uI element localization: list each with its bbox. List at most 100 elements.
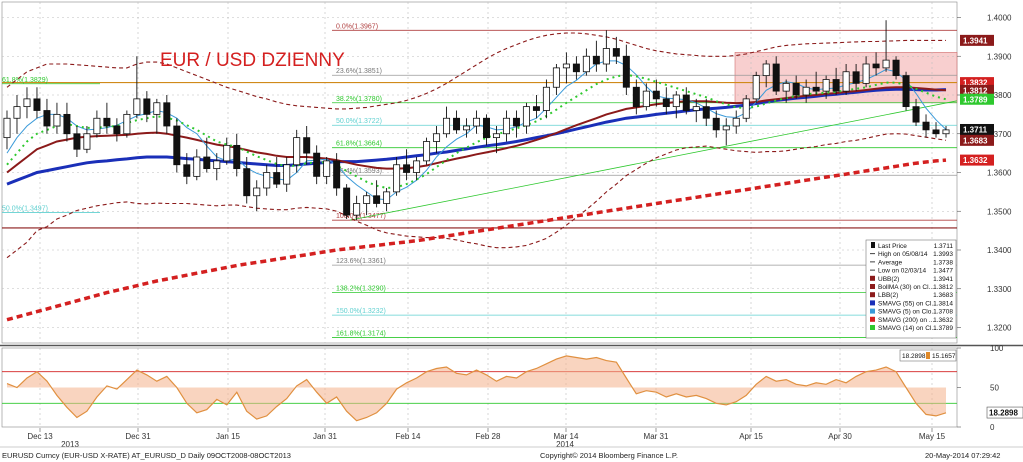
price-tag-label: 1.3812 <box>963 86 988 95</box>
candle-down <box>812 86 820 92</box>
legend-entry: SMAVG (55) on Cl...1.3814 <box>870 300 953 307</box>
time-tick-label: Dec 13 <box>27 432 53 441</box>
oscillator-value-1: 18.2898 <box>902 353 926 360</box>
time-tick-label: Dec 31 <box>125 432 151 441</box>
candle-down <box>373 195 381 204</box>
candle-down <box>662 98 670 108</box>
candle-up <box>53 113 61 127</box>
legend-entry: Last Price 1.3711 <box>871 242 953 250</box>
candle-up <box>393 164 401 193</box>
oscillator-value-2: 15.1657 <box>932 353 956 360</box>
year-label: 2013 <box>61 440 79 449</box>
candle-up <box>383 191 391 204</box>
oscillator-axis-tag: 18.2898 <box>986 406 1023 419</box>
candle-down <box>922 121 930 131</box>
candle-up <box>722 125 730 131</box>
price-tick-label: 1.3200 <box>987 324 1012 333</box>
price-tick-label: 1.3800 <box>987 91 1012 100</box>
candle-up <box>83 133 91 150</box>
x-axis: Dec 13 Dec 31 Jan 15 Jan 31 Feb 14 Feb 28 Mar … <box>27 428 946 449</box>
time-tick-label: Jan 31 <box>313 432 338 441</box>
legend-value: 1.3993 <box>933 251 953 258</box>
price-tick-label: 1.3400 <box>987 246 1012 255</box>
candle-up <box>762 63 770 77</box>
candle-down <box>243 168 251 197</box>
price-tag: 1.3711 <box>960 123 994 135</box>
candle-down <box>532 106 540 111</box>
price-tag-label: 1.3941 <box>963 36 988 45</box>
legend-entry: Average 1.3738 <box>870 259 953 266</box>
legend-label: High on 05/08/14 <box>878 251 928 258</box>
candle-up <box>692 106 700 111</box>
fib-level-label: 50.0%(1.3497) <box>2 205 48 212</box>
oscillator-swatch <box>926 352 930 359</box>
legend-label: LBB(2) <box>878 292 898 299</box>
legend-entry: SMAVG (14) on Cl...1.3789 <box>870 325 953 332</box>
legend-label: SMAVG (14) on Cl... <box>878 325 937 332</box>
candle-up <box>433 133 441 142</box>
legend-entry: Low on 02/03/14 1.3477 <box>870 268 953 275</box>
price-tag-box <box>960 93 994 105</box>
candle-up <box>562 63 570 69</box>
time-tick-label: Mar 31 <box>644 432 669 441</box>
price-pane: 1.4000 1.3900 1.3800 1.3700 1.3600 1.3500 1.34… <box>0 1 1023 347</box>
candle-down <box>872 63 880 69</box>
candle-down <box>73 133 81 150</box>
footer-source: EURUSD Curncy (EUR-USD X-RATE) AT_EURUSD… <box>2 451 291 460</box>
legend-swatch <box>870 308 875 314</box>
legend-entry: UBB(2) 1.3941 <box>870 275 953 283</box>
indicator-line <box>6 133 947 259</box>
candle-down <box>403 164 411 173</box>
legend-label: Average <box>878 259 902 266</box>
legend-value: 1.3711 <box>934 243 954 250</box>
time-tick-label: Jan 15 <box>216 432 241 441</box>
time-tick-label: May 15 <box>919 432 946 441</box>
fib-level-label: 138.2%(1.3290) <box>336 286 386 293</box>
candle-down <box>832 79 840 92</box>
candle-down <box>333 160 341 189</box>
candle-up <box>582 55 590 73</box>
legend-entry: High on 05/08/14 1.3993 <box>870 251 953 258</box>
legend-value: 1.3477 <box>933 268 953 275</box>
candle-down <box>482 117 490 139</box>
legend-label: Last Price <box>878 243 907 250</box>
time-tick-label: Feb 28 <box>476 432 501 441</box>
time-tick-label: Apr 15 <box>739 432 763 441</box>
candle-up <box>782 82 790 92</box>
legend-value: 1.3708 <box>933 309 953 316</box>
legend-entry: SMAVG (5) on Clo...1.3708 <box>870 308 953 316</box>
indicator-line <box>6 32 946 110</box>
year-label: 2014 <box>556 440 574 449</box>
fib-level-label: 150.0%(1.3232) <box>336 308 386 315</box>
candle-down <box>622 55 630 88</box>
oscillator-tick-label: 0 <box>990 423 995 432</box>
price-tag-label: 1.3632 <box>963 156 988 165</box>
legend-value: 1.3789 <box>933 325 953 332</box>
candle-up <box>473 117 480 127</box>
legend-candle-icon <box>871 242 875 248</box>
candle-up <box>363 195 371 204</box>
candle-down <box>612 48 620 57</box>
candle-down <box>273 172 281 185</box>
candle-down <box>682 94 690 111</box>
candle-down <box>343 187 351 216</box>
candle-up <box>213 160 221 170</box>
fib-level-label: 50.0%(1.3722) <box>336 118 382 125</box>
legend-label: Low on 02/03/14 <box>878 268 926 275</box>
legend-label: BollMA (30) on Cl... <box>878 284 934 291</box>
candle-up <box>263 172 271 189</box>
price-tag-box <box>960 77 994 89</box>
candle-down <box>632 86 640 108</box>
price-tag: 1.3941 <box>960 34 994 46</box>
candle-down <box>932 129 940 135</box>
oscillator-axis-tag-box <box>986 406 1023 419</box>
candle-up <box>353 203 361 216</box>
legend-swatch <box>870 316 875 322</box>
candle-down <box>173 125 181 166</box>
price-tick-label: 1.3700 <box>987 130 1012 139</box>
candle-down <box>163 102 171 127</box>
legend-label: SMAVG (200) on ... <box>878 317 934 324</box>
fib-level-label: 76.4%(1.3593) <box>336 168 382 175</box>
candle-up <box>283 164 291 185</box>
